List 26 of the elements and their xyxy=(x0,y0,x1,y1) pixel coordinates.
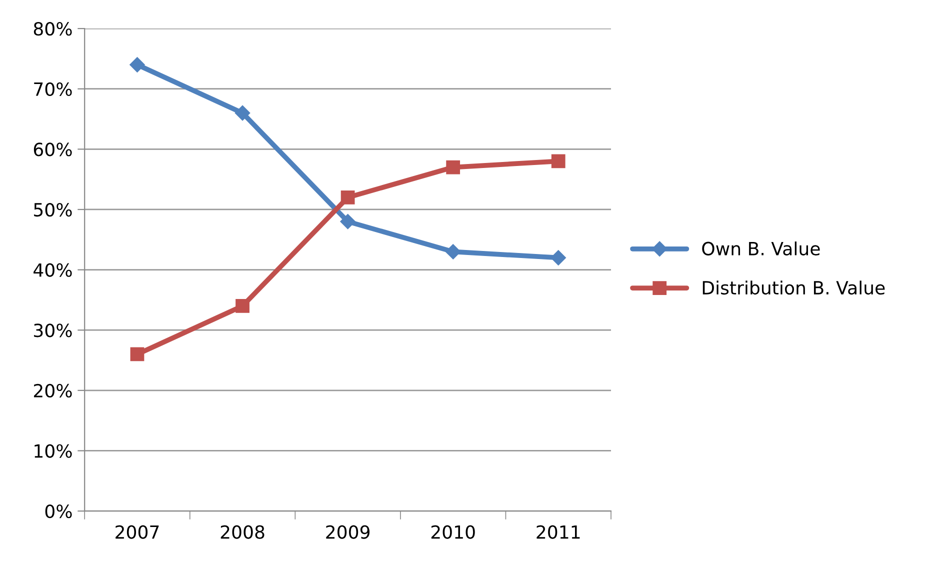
y-tick-label: 0% xyxy=(45,504,72,518)
y-tick-label: 40% xyxy=(34,263,72,277)
x-tick-label: 2007 xyxy=(116,525,159,539)
x-tick-label: 2010 xyxy=(431,525,475,539)
point xyxy=(340,190,355,204)
point xyxy=(550,250,566,266)
point xyxy=(551,154,566,168)
y-tick-label: 10% xyxy=(34,444,72,458)
y-tick-label: 30% xyxy=(34,324,72,338)
y-tick-label: 50% xyxy=(34,202,72,217)
x-tick-label: 2011 xyxy=(536,525,580,539)
x-tick-label: 2009 xyxy=(326,525,370,539)
legend-label: Distribution B. Value xyxy=(702,280,885,295)
y-tick-label: 70% xyxy=(34,82,72,96)
point xyxy=(130,57,145,72)
y-tick-label: 60% xyxy=(34,142,72,156)
legend-label: Own B. Value xyxy=(702,241,820,256)
point xyxy=(130,347,144,362)
point xyxy=(340,214,356,230)
y-tick-label: 20% xyxy=(34,384,72,398)
y-tick-label: 80% xyxy=(34,22,72,36)
point xyxy=(234,105,250,121)
point xyxy=(446,244,461,260)
x-tick-label: 2008 xyxy=(220,525,264,539)
point xyxy=(236,299,250,313)
point xyxy=(446,160,460,174)
